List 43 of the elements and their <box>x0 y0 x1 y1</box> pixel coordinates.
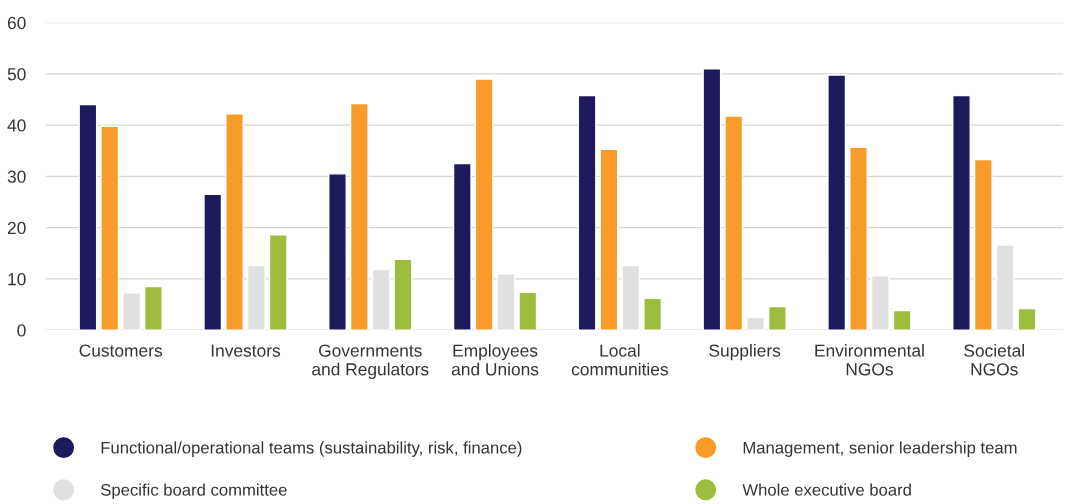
bar <box>599 148 619 331</box>
x-tick-label: Local communities <box>571 344 668 376</box>
bar <box>892 309 912 331</box>
bar <box>268 234 288 331</box>
bar <box>203 193 223 331</box>
bar <box>474 78 494 331</box>
x-tick-label: Employees and Unions <box>451 344 539 376</box>
bar <box>100 125 120 331</box>
legend-label: Management, senior leadership team <box>743 441 1017 457</box>
bar <box>724 115 744 331</box>
bar <box>1017 307 1037 331</box>
bar <box>143 285 163 331</box>
x-tick-label: Investors <box>211 344 281 357</box>
bar <box>452 162 472 331</box>
bar <box>849 146 868 331</box>
x-tick-label: Suppliers <box>709 344 781 361</box>
bar <box>328 173 347 331</box>
bar <box>767 305 787 331</box>
y-tick-label: 20 <box>7 221 26 235</box>
y-tick-label: 40 <box>7 119 26 132</box>
legend-label: Specific board committee <box>101 483 287 500</box>
bar <box>225 113 244 331</box>
legend-label: Whole executive board <box>742 483 911 496</box>
x-tick-label: Environmental NGOs <box>815 344 924 376</box>
bar <box>643 297 663 331</box>
bar <box>973 158 993 331</box>
x-tick-label: Governments and Regulators <box>312 344 429 379</box>
y-tick-label: 60 <box>7 16 26 30</box>
bar <box>518 291 538 331</box>
y-tick-label: 30 <box>7 170 26 183</box>
y-tick-label: 50 <box>7 68 26 81</box>
bar <box>349 102 369 331</box>
x-tick-label: Societal NGOs <box>964 344 1024 376</box>
legend-label: Functional/operational teams (sustainability, risk, finance) <box>101 441 522 457</box>
y-tick-label: 0 <box>17 324 26 337</box>
x-tick-label: Customers <box>79 344 163 357</box>
bar <box>577 94 597 331</box>
bar <box>393 258 413 331</box>
bar <box>78 103 98 331</box>
bar <box>702 68 722 331</box>
bar <box>952 94 971 331</box>
y-tick-label: 10 <box>8 273 26 286</box>
bar <box>827 74 847 331</box>
